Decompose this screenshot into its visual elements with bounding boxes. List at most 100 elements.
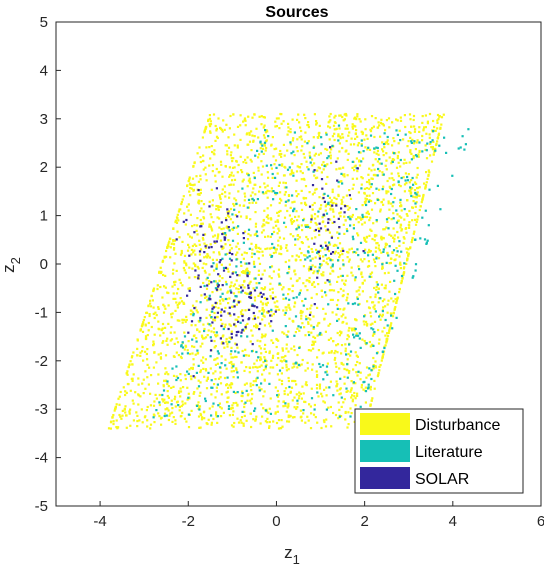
scatter-point	[327, 202, 330, 205]
scatter-point	[270, 314, 273, 317]
scatter-point	[204, 336, 208, 339]
scatter-point	[278, 252, 281, 255]
scatter-point	[163, 256, 166, 259]
scatter-point	[344, 347, 347, 350]
scatter-point	[322, 168, 325, 171]
scatter-point	[375, 285, 378, 288]
scatter-point	[333, 352, 336, 355]
scatter-point	[224, 195, 227, 198]
scatter-point	[214, 180, 217, 183]
scatter-point	[321, 163, 324, 166]
scatter-point	[337, 252, 340, 255]
scatter-point	[230, 337, 233, 340]
scatter-point	[272, 341, 275, 344]
scatter-point	[248, 272, 251, 275]
scatter-point	[204, 166, 207, 169]
scatter-point	[221, 130, 224, 133]
scatter-point	[371, 334, 375, 337]
scatter-point	[358, 332, 361, 335]
scatter-point	[271, 136, 274, 139]
scatter-point	[307, 126, 310, 129]
scatter-point	[412, 275, 415, 278]
scatter-point	[246, 156, 249, 159]
scatter-point	[236, 215, 239, 218]
scatter-point	[344, 283, 347, 286]
scatter-point	[271, 242, 274, 246]
scatter-point	[232, 363, 235, 366]
scatter-point	[274, 412, 277, 415]
scatter-point	[212, 235, 215, 238]
scatter-point	[286, 209, 289, 213]
scatter-point	[275, 308, 278, 312]
scatter-point	[276, 389, 279, 393]
scatter-point	[197, 379, 200, 382]
scatter-point	[246, 322, 249, 325]
scatter-point	[172, 227, 175, 230]
scatter-point	[317, 322, 320, 325]
scatter-point	[414, 218, 417, 221]
scatter-point	[355, 208, 358, 211]
scatter-point	[209, 123, 213, 126]
scatter-point	[237, 300, 240, 303]
scatter-point	[147, 305, 150, 308]
scatter-point	[232, 370, 235, 373]
scatter-point	[165, 255, 168, 258]
scatter-point	[359, 241, 363, 244]
scatter-point	[254, 407, 257, 410]
scatter-point	[329, 283, 332, 286]
scatter-point	[280, 164, 283, 167]
scatter-point	[320, 273, 323, 276]
scatter-point	[111, 415, 114, 419]
scatter-point	[157, 306, 160, 309]
scatter-point	[335, 344, 338, 347]
scatter-point	[343, 173, 346, 176]
scatter-point	[232, 226, 235, 229]
scatter-point	[339, 274, 343, 278]
scatter-point	[270, 308, 273, 311]
scatter-point	[402, 138, 405, 141]
scatter-point	[381, 123, 385, 126]
scatter-point	[324, 205, 327, 208]
scatter-point	[317, 136, 320, 139]
scatter-point	[372, 367, 375, 370]
scatter-point	[232, 425, 235, 428]
scatter-point	[400, 205, 403, 208]
scatter-point	[300, 202, 303, 205]
scatter-point	[290, 217, 293, 221]
scatter-point	[313, 113, 316, 116]
scatter-point	[191, 267, 194, 270]
scatter-point	[262, 395, 265, 398]
scatter-point	[373, 286, 376, 290]
scatter-point	[378, 249, 381, 252]
scatter-point	[342, 320, 345, 324]
scatter-point	[271, 287, 274, 290]
scatter-point	[251, 252, 254, 255]
scatter-point	[352, 328, 355, 331]
scatter-point	[385, 218, 389, 221]
scatter-point	[263, 390, 266, 393]
scatter-point	[393, 307, 396, 310]
scatter-point	[307, 331, 310, 334]
scatter-point	[383, 326, 386, 329]
scatter-point	[234, 318, 237, 321]
scatter-point	[203, 242, 206, 245]
scatter-point	[233, 283, 236, 286]
scatter-point	[348, 206, 351, 209]
scatter-point	[402, 236, 405, 239]
scatter-point	[353, 391, 356, 395]
scatter-point	[198, 239, 201, 242]
scatter-point	[142, 378, 145, 381]
scatter-point	[325, 418, 328, 421]
scatter-point	[328, 289, 331, 292]
scatter-point	[189, 213, 192, 216]
scatter-point	[156, 284, 159, 287]
scatter-point	[284, 297, 288, 300]
scatter-point	[380, 235, 383, 238]
scatter-point	[220, 245, 223, 248]
scatter-point	[358, 302, 361, 306]
scatter-point	[241, 171, 244, 174]
scatter-point	[268, 190, 271, 193]
scatter-point	[366, 324, 369, 327]
scatter-point	[317, 269, 320, 272]
scatter-point	[120, 417, 123, 420]
